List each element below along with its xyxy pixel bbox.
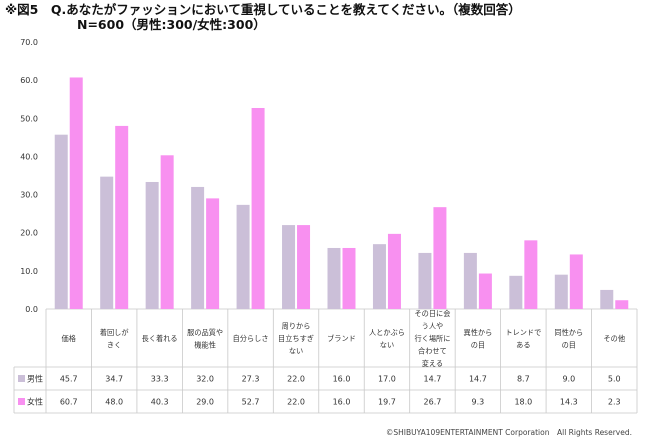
- bar: [463, 252, 477, 309]
- legend-swatch: [18, 375, 25, 382]
- data-value-cell: 45.7: [60, 375, 78, 384]
- bar: [569, 254, 583, 309]
- data-value-cell: 19.7: [378, 398, 396, 407]
- data-value-cell: 17.0: [378, 375, 396, 384]
- category-label: その他: [603, 334, 625, 343]
- bar: [615, 300, 629, 309]
- data-value-cell: 22.0: [287, 375, 305, 384]
- category-label: 着回しが: [100, 328, 129, 337]
- bar: [342, 247, 356, 309]
- data-value-cell: 5.0: [608, 375, 621, 384]
- bar: [524, 240, 538, 309]
- data-value-cell: 2.3: [608, 398, 621, 407]
- y-tick-label: 0.0: [25, 305, 38, 314]
- bar: [191, 186, 205, 309]
- bar: [69, 77, 83, 309]
- data-value-cell: 22.0: [287, 398, 305, 407]
- bar: [509, 275, 523, 309]
- category-label: 長く着れる: [142, 334, 178, 343]
- category-label: の目: [562, 340, 576, 349]
- data-value-cell: 60.7: [60, 398, 78, 407]
- category-label: 機能性: [194, 340, 216, 349]
- title-line-2: N=600（男性:300/女性:300）: [77, 17, 266, 32]
- data-value-cell: 34.7: [105, 375, 123, 384]
- data-value-cell: 18.0: [514, 398, 532, 407]
- data-value-cell: 48.0: [105, 398, 123, 407]
- category-label: きく: [107, 340, 121, 349]
- data-value-cell: 9.0: [562, 375, 575, 384]
- legend-label: 男性: [27, 374, 43, 384]
- data-value-cell: 14.3: [560, 398, 578, 407]
- category-label: 同性から: [554, 328, 583, 337]
- category-label: 目立ちすぎ: [278, 334, 314, 343]
- title-line-1: ※図5 Q.あなたがファッションにおいて重視していることを教えてください。（複数…: [5, 2, 521, 17]
- y-tick-label: 20.0: [20, 229, 38, 238]
- category-label: 人とかぶら: [369, 328, 405, 337]
- y-tick-label: 50.0: [20, 114, 38, 123]
- data-value-cell: 14.7: [424, 375, 442, 384]
- data-value-cell: 14.7: [469, 375, 487, 384]
- bar: [387, 233, 401, 309]
- category-label: 合わせて: [418, 347, 447, 356]
- y-tick-label: 10.0: [20, 267, 38, 276]
- category-label: 変える: [422, 359, 443, 368]
- data-value-cell: 16.0: [333, 375, 351, 384]
- category-label: トレンドで: [505, 328, 541, 337]
- category-label: ブランド: [327, 334, 356, 343]
- data-value-cell: 26.7: [424, 398, 442, 407]
- bar: [100, 176, 114, 309]
- bar: [478, 273, 492, 309]
- category-label: ない: [289, 347, 303, 356]
- bar: [160, 155, 174, 309]
- y-tick-label: 70.0: [20, 38, 38, 47]
- bar: [600, 289, 614, 309]
- bar: [145, 181, 159, 309]
- category-label: ある: [516, 340, 530, 349]
- data-value-cell: 8.7: [517, 375, 530, 384]
- bar: [554, 274, 568, 309]
- legend-label: 女性: [27, 397, 43, 407]
- category-label: 異性から: [464, 328, 493, 337]
- legend-swatch: [18, 398, 25, 405]
- category-label: 服の品質や: [187, 328, 223, 337]
- bar: [372, 244, 386, 309]
- category-label: 行く場所に: [414, 334, 450, 343]
- category-label: その日に会: [414, 309, 450, 318]
- category-label: う人や: [422, 322, 444, 331]
- data-value-cell: 29.0: [196, 398, 214, 407]
- bar: [297, 225, 311, 309]
- copyright-notice: ©SHIBUYA109ENTERTAINMENT Corporation All…: [385, 428, 632, 437]
- y-tick-label: 30.0: [20, 191, 38, 200]
- data-value-cell: 27.3: [242, 375, 260, 384]
- data-value-cell: 16.0: [333, 398, 351, 407]
- data-value-cell: 40.3: [151, 398, 169, 407]
- category-label: 価格: [62, 334, 77, 343]
- data-value-cell: 52.7: [242, 398, 260, 407]
- bar: [327, 247, 341, 309]
- bar: [206, 198, 220, 309]
- category-label: 自分らしさ: [233, 334, 269, 343]
- category-label: ない: [380, 340, 394, 349]
- chart-title: ※図5 Q.あなたがファッションにおいて重視していることを教えてください。（複数…: [5, 2, 521, 32]
- y-tick-label: 60.0: [20, 76, 38, 85]
- y-tick-label: 40.0: [20, 152, 38, 161]
- data-value-cell: 9.3: [472, 398, 485, 407]
- bar: [115, 125, 129, 310]
- data-value-cell: 32.0: [196, 375, 214, 384]
- bar: [418, 252, 432, 309]
- category-label: 周りから: [282, 322, 311, 331]
- category-label: の目: [471, 340, 485, 349]
- bar: [251, 107, 265, 309]
- bar: [282, 225, 296, 309]
- bar: [236, 204, 250, 309]
- bar: [54, 134, 68, 309]
- data-value-cell: 33.3: [151, 375, 169, 384]
- bar: [433, 207, 447, 309]
